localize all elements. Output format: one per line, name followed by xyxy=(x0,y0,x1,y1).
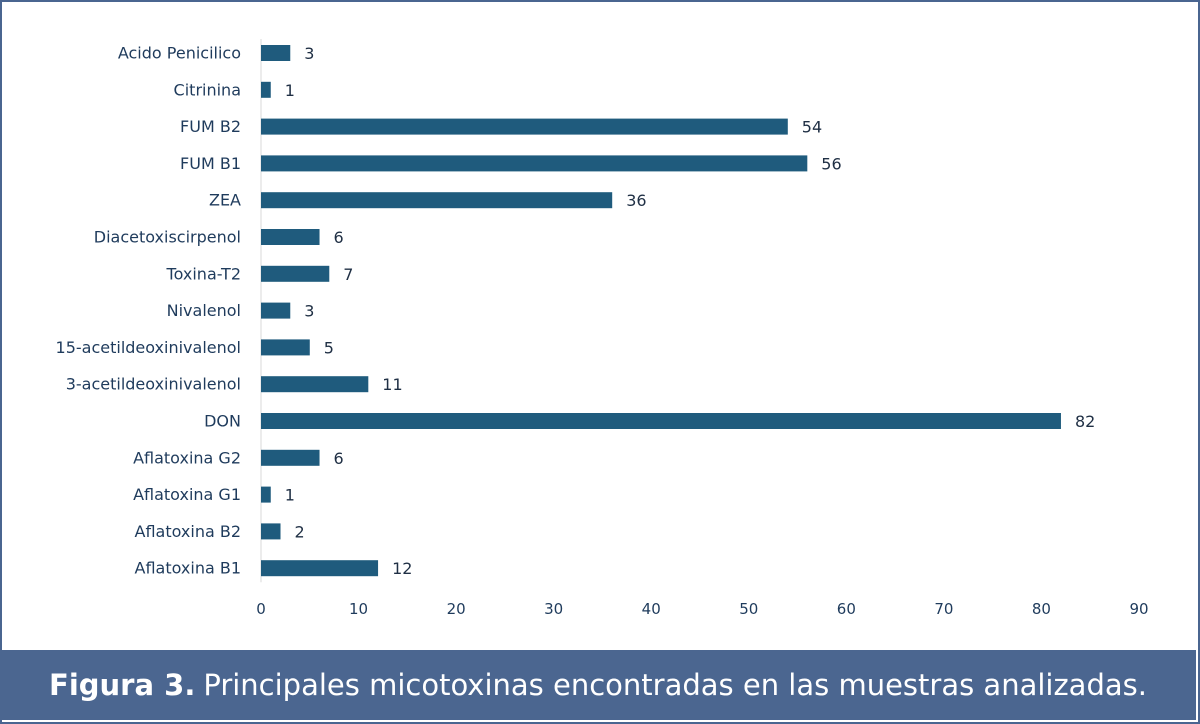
category-label: Aflatoxina G2 xyxy=(133,448,241,467)
bar xyxy=(261,413,1061,429)
caption-label: Figura 3. xyxy=(49,668,196,702)
category-label: ZEA xyxy=(209,191,241,210)
data-label: 3 xyxy=(304,44,314,63)
data-label: 82 xyxy=(1075,412,1095,431)
x-tick-label: 80 xyxy=(1032,600,1051,618)
category-label: FUM B1 xyxy=(180,154,241,173)
data-label: 56 xyxy=(821,154,841,173)
bar xyxy=(261,523,281,540)
category-label: Aflatoxina G1 xyxy=(133,485,241,504)
category-label: DON xyxy=(204,412,241,431)
bar xyxy=(261,192,613,209)
bar xyxy=(261,339,310,356)
x-tick-label: 60 xyxy=(837,600,856,618)
data-label: 6 xyxy=(334,449,344,468)
category-label: Citrinina xyxy=(174,80,241,99)
category-label: Nivalenol xyxy=(167,301,241,320)
bar xyxy=(261,81,271,98)
bar xyxy=(261,449,320,466)
data-label: 7 xyxy=(343,265,353,284)
data-label: 36 xyxy=(626,191,646,210)
x-tick-label: 40 xyxy=(642,600,661,618)
bar xyxy=(261,486,271,503)
data-label: 54 xyxy=(802,118,822,137)
category-label: Aflatoxina B1 xyxy=(135,559,242,578)
bar xyxy=(261,229,320,245)
data-label: 1 xyxy=(285,486,295,505)
bar xyxy=(261,118,788,135)
category-label: Diacetoxiscirpenol xyxy=(94,228,241,247)
x-tick-label: 0 xyxy=(256,600,266,618)
data-label: 11 xyxy=(382,375,402,394)
data-label: 12 xyxy=(392,559,412,578)
category-label: Acido Penicilico xyxy=(118,44,241,63)
category-label: 3-acetildeoxinivalenol xyxy=(66,375,241,394)
caption-text: Principales micotoxinas encontradas en l… xyxy=(203,668,1147,702)
x-tick-label: 50 xyxy=(739,600,758,618)
data-label: 2 xyxy=(295,522,305,541)
figure-caption: Figura 3. Principales micotoxinas encont… xyxy=(0,650,1196,720)
data-label: 1 xyxy=(285,81,295,100)
data-label: 5 xyxy=(324,338,334,357)
bar-chart: Acido Penicilico 3 Citrinina 1 FUM B2 54 FUM B… xyxy=(56,39,1149,618)
data-label: 3 xyxy=(304,302,314,321)
bar xyxy=(261,376,369,393)
category-label: Toxina-T2 xyxy=(166,264,241,283)
bar xyxy=(261,302,291,319)
category-label: Aflatoxina B2 xyxy=(135,522,242,541)
category-label: 15-acetildeoxinivalenol xyxy=(56,338,241,357)
data-label: 6 xyxy=(334,228,344,247)
bar xyxy=(261,45,291,61)
bar xyxy=(261,155,808,172)
category-label: FUM B2 xyxy=(180,117,241,136)
bar xyxy=(261,265,330,282)
x-tick-label: 10 xyxy=(349,600,368,618)
x-tick-label: 30 xyxy=(544,600,563,618)
x-tick-label: 70 xyxy=(934,600,953,618)
x-tick-label: 20 xyxy=(447,600,466,618)
bar xyxy=(261,560,379,577)
x-tick-label: 90 xyxy=(1129,600,1148,618)
